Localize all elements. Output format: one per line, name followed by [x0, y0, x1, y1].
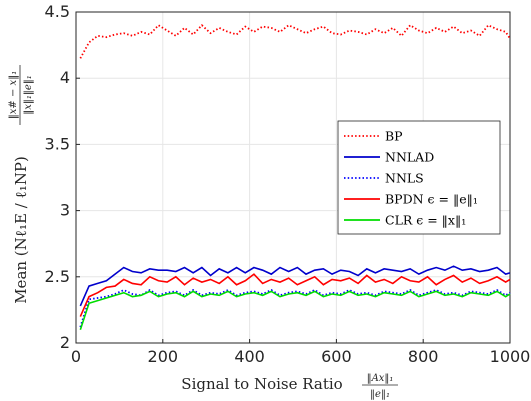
series-line-bpdn	[79, 273, 511, 317]
series-line-nnls	[79, 288, 511, 328]
legend-label-clr: CLR ϵ = ‖x‖₁	[385, 213, 466, 228]
legend-box	[337, 120, 501, 235]
x-fraction-denominator: ‖e‖₁	[370, 389, 390, 400]
x-tick-label: 1000	[490, 347, 531, 366]
x-tick-label: 200	[148, 347, 179, 366]
legend-label-bp: BP	[385, 129, 403, 144]
y-tick-label: 2	[60, 333, 70, 352]
legend-label-nnlad: NNLAD	[385, 150, 434, 165]
y-axis-label: Mean (Nℓ₁E / ℓ₁NP)	[12, 156, 30, 304]
x-tick-label: 400	[234, 347, 265, 366]
x-axis-fraction: ‖Ax‖₁ ‖e‖₁	[362, 373, 398, 400]
x-tick-label: 800	[408, 347, 439, 366]
y-tick-label: 4	[60, 68, 70, 87]
y-tick-label: 3.5	[45, 134, 70, 153]
series-line-nnlad	[79, 265, 511, 307]
y-axis-label-group: Mean (Nℓ₁E / ℓ₁NP)	[12, 156, 30, 304]
legend: BP NNLAD NNLS BPDN ϵ = ‖e‖₁ CLR ϵ = ‖x‖₁	[337, 120, 501, 235]
y-tick-label: 3	[60, 201, 70, 220]
series-line-bp	[79, 23, 511, 59]
series-line-clr	[79, 290, 511, 331]
x-axis-label: Signal to Noise Ratio	[181, 375, 342, 393]
y-tick-label: 4.5	[45, 2, 70, 21]
x-fraction-numerator: ‖Ax‖₁	[367, 373, 394, 384]
axis-ticks: 0 200 400 600 800 1000 2 2.5 3 3.5 4 4.5	[45, 2, 531, 366]
x-tick-label: 600	[321, 347, 352, 366]
y-tick-label: 2.5	[45, 267, 70, 286]
x-tick-label: 0	[71, 347, 81, 366]
plot-area-frame	[75, 11, 511, 344]
y-fraction-numerator: ‖x# − x‖₁	[8, 71, 19, 119]
legend-label-bpdn: BPDN ϵ = ‖e‖₁	[385, 192, 478, 207]
y-axis-fraction: ‖x# − x‖₁ ‖x‖₁‖e‖₁	[8, 65, 34, 125]
data-series	[79, 23, 511, 331]
legend-label-nnls: NNLS	[385, 171, 424, 186]
y-fraction-denominator: ‖x‖₁‖e‖₁	[23, 75, 34, 115]
